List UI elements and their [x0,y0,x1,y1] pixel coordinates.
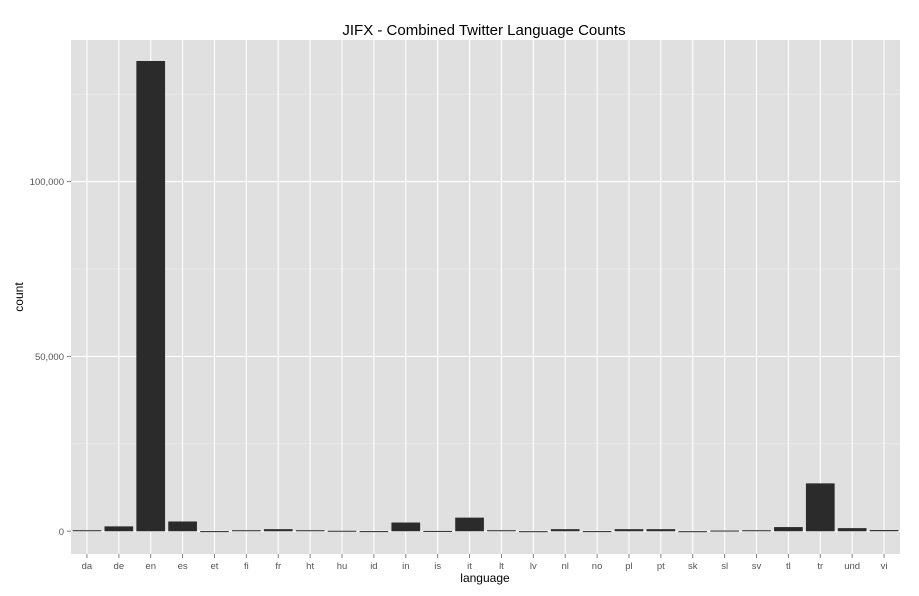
bar-vi [869,530,899,532]
bar-tl [774,527,803,532]
x-tick-label-tr: tr [817,561,823,572]
x-tick-label-en: en [145,561,156,572]
plot-panel [71,40,900,554]
bars [72,60,899,533]
bar-sk [678,531,708,533]
bar-it [455,517,484,532]
bar-fr [263,529,293,532]
x-tick-label-sk: sk [688,561,698,572]
x-tick-label-ht: ht [306,561,314,572]
bar-pl [614,529,644,532]
chart-title: JIFX - Combined Twitter Language Counts [342,22,625,39]
minor-gridlines [71,93,900,445]
bar-no [582,531,612,533]
x-axis-title: language [460,571,510,585]
bar-tr [805,483,835,532]
bar-lv [518,531,548,533]
x-tick-label-in: in [402,561,409,572]
bar-da [72,530,102,532]
bar-es [168,521,197,532]
x-tick-label-et: et [211,561,219,572]
x-tick-label-da: da [82,561,93,572]
x-tick-label-hu: hu [337,561,348,572]
x-tick-label-lv: lv [530,561,537,572]
bar-lt [487,530,516,532]
bar-und [837,528,867,532]
bar-sl [710,530,739,532]
x-tick-label-it: it [467,561,472,572]
x-tick-label-id: id [370,561,377,572]
bar-nl [550,529,580,532]
x-tick-label-es: es [178,561,188,572]
x-tick-label-und: und [844,561,860,572]
bar-et [200,531,229,533]
x-tick-label-fi: fi [244,561,249,572]
bar-in [391,522,421,532]
x-tick-label-lt: lt [499,561,504,572]
bar-id [359,531,389,533]
x-tick-label-sl: sl [721,561,728,572]
bar-ht [295,530,325,532]
x-tick-label-pl: pl [625,561,632,572]
x-axis-ticks: da de en es et fi fr ht hu id in is it lt lv nl no pl pt sk… [82,554,888,572]
x-tick-label-nl: nl [562,561,569,572]
x-tick-label-sv: sv [752,561,762,572]
x-tick-label-is: is [434,561,441,572]
y-axis-title: count [12,282,26,312]
bar-fi [232,530,261,532]
bar-is [423,530,453,532]
x-tick-label-tl: tl [786,561,791,572]
x-tick-label-de: de [114,561,125,572]
bar-sv [742,530,771,532]
major-gridlines [71,40,900,554]
y-tick-label: 0 [59,527,64,538]
y-axis-ticks: 0 50,000 100,000 [30,177,71,538]
y-tick-label: 100,000 [30,177,64,188]
bar-en [136,60,166,532]
x-tick-label-no: no [592,561,603,572]
bar-hu [327,530,357,532]
x-tick-label-vi: vi [881,561,888,572]
x-tick-label-pt: pt [657,561,665,572]
y-tick-label: 50,000 [35,352,64,363]
bar-pt [646,529,676,532]
bar-de [104,526,134,532]
x-tick-label-fr: fr [275,561,281,572]
